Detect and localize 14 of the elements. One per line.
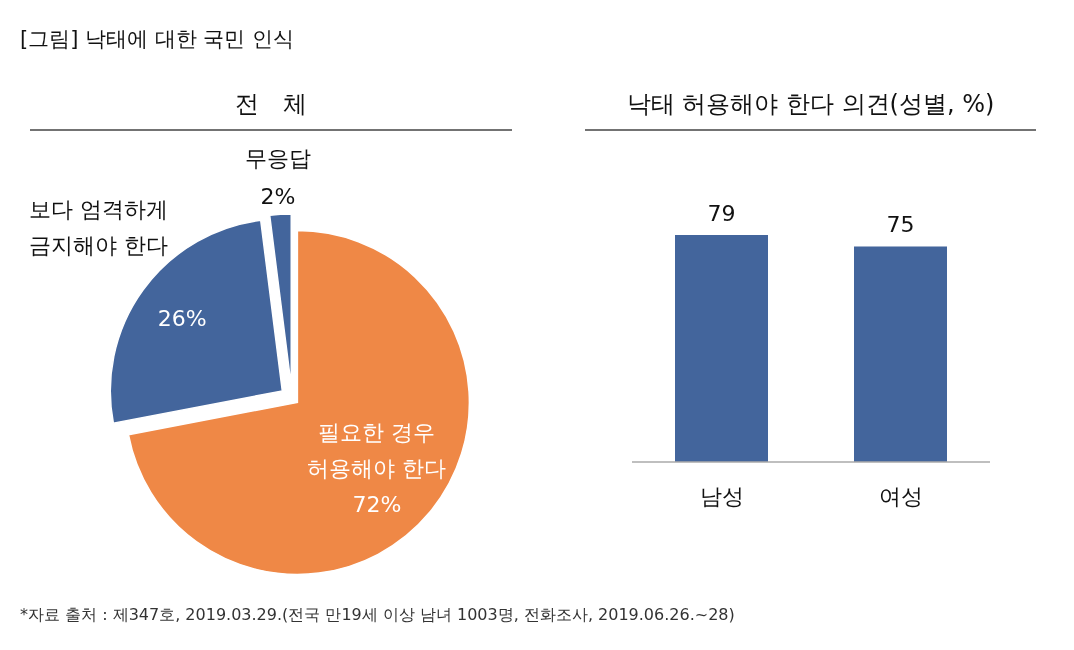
data-label: 2% — [260, 183, 296, 209]
chart-title: 낙태 허용해야 한다 의견(성별, %) — [626, 90, 995, 118]
slice-label: 필요한 경우 허용해야 한다 — [307, 420, 447, 482]
x-tick-label: 남성 — [699, 484, 744, 509]
x-tick-label: 여성 — [878, 484, 923, 509]
data-label: 26% — [157, 306, 207, 332]
slice-label: 무응답 — [245, 145, 312, 171]
data-label: 72% — [352, 492, 402, 518]
data-label: 75 — [886, 212, 915, 238]
data-label: 79 — [707, 201, 736, 226]
text: *자료 출처 : 제347호, 2019.03.29.(전국 만19세 이상 남녀 1003명, 전화조사, 2019.06.26.~28) — [20, 605, 735, 624]
slice-label: 보다 엄격하게 금지해야 한다 — [29, 197, 169, 259]
text: [그림] 낙태에 대한 국민 인식 — [20, 27, 295, 51]
chart-title: 전 체 — [235, 90, 307, 118]
